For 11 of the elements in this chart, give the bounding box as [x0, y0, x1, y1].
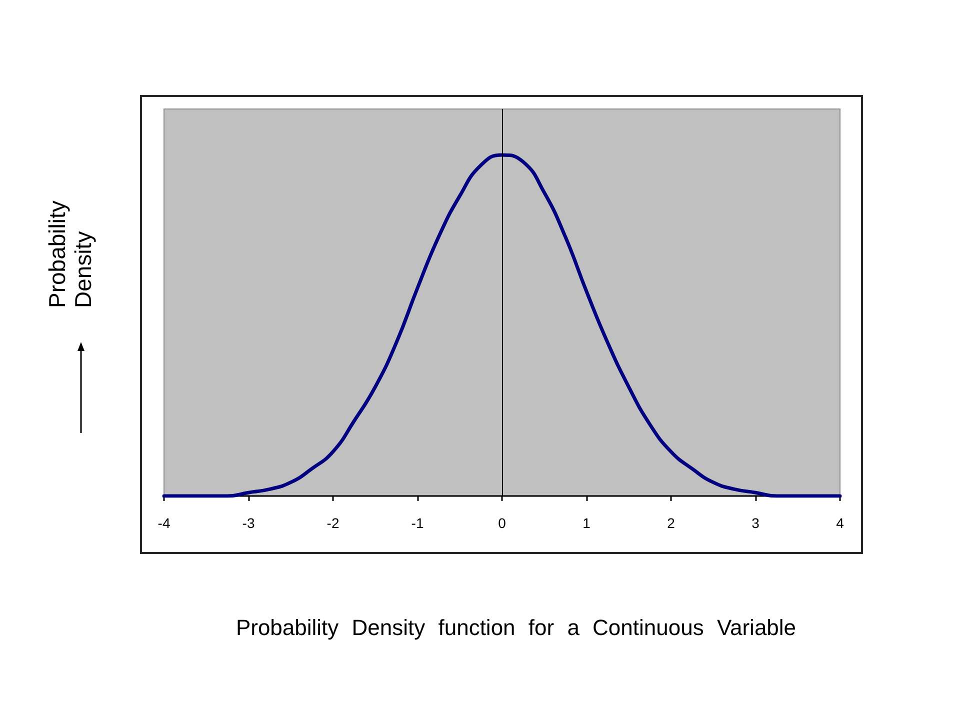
x-tick-label: 4: [836, 515, 844, 531]
y-axis-title: Probability Density: [44, 200, 96, 308]
x-tick-label: 0: [498, 515, 506, 531]
x-tick-label: -4: [158, 515, 170, 531]
x-tick-label: -3: [242, 515, 255, 531]
x-tick-label: -2: [326, 515, 340, 531]
x-axis-title: Probability Density function for a Continuous Variable: [234, 615, 798, 641]
x-tick-label: 3: [752, 515, 760, 531]
x-tick-label: -1: [411, 515, 424, 531]
x-tick-label: 1: [582, 515, 591, 531]
x-tick-label: 2: [667, 515, 676, 531]
